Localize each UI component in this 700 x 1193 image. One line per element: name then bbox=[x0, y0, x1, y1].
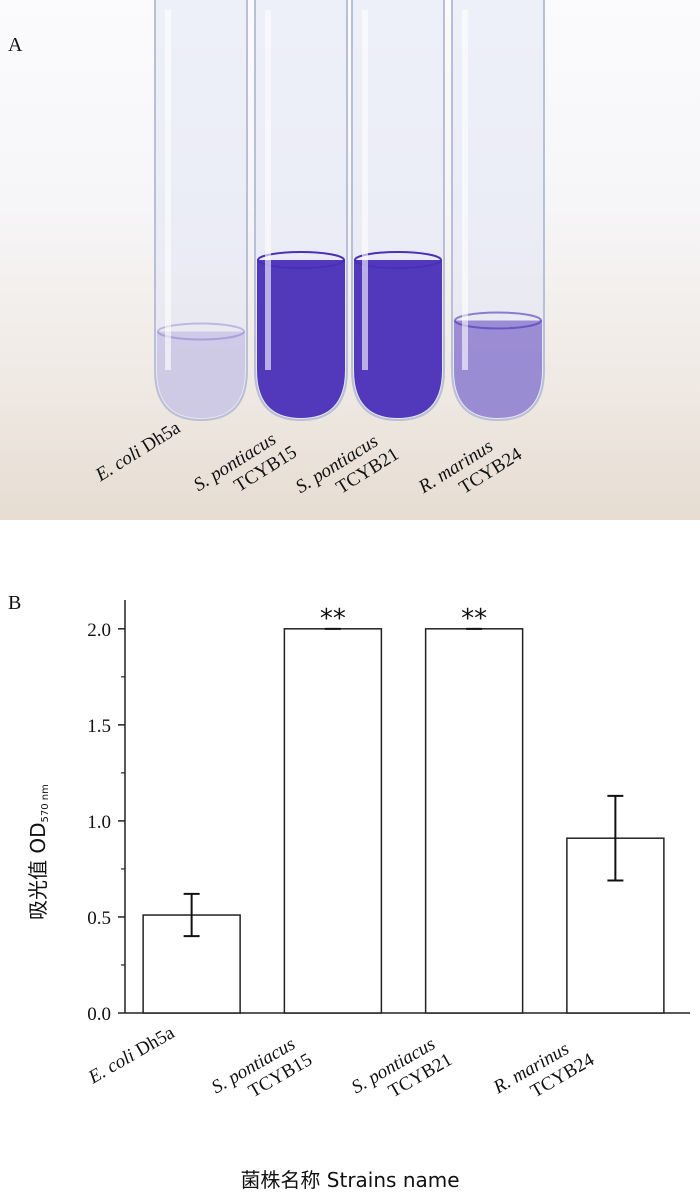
tube-meniscus bbox=[354, 251, 442, 269]
tube-photo bbox=[0, 0, 700, 520]
tube-meniscus bbox=[157, 322, 245, 341]
bar-3 bbox=[424, 628, 524, 1014]
bar-2 bbox=[283, 628, 383, 1014]
tube-meniscus bbox=[454, 311, 542, 330]
y-tick-label: 1.0 bbox=[87, 812, 111, 833]
tube-highlight bbox=[265, 10, 271, 370]
tube-highlight bbox=[165, 10, 171, 370]
panel-label-b: B bbox=[8, 592, 22, 614]
y-tick-label: 2.0 bbox=[87, 620, 111, 641]
x-axis-label: 菌株名称 Strains name bbox=[240, 1168, 460, 1192]
y-tick-label: 1.5 bbox=[87, 716, 111, 737]
y-axis-label-main: 吸光值 OD bbox=[26, 822, 50, 921]
panel-label-a: A bbox=[8, 34, 23, 56]
tube-highlight bbox=[462, 10, 468, 370]
tube-stain bbox=[354, 260, 442, 418]
tube-stain bbox=[157, 331, 245, 418]
tube-highlight bbox=[362, 10, 368, 370]
y-axis-label-sub: 570 nm bbox=[40, 784, 51, 823]
tube-3 bbox=[351, 0, 445, 422]
tube-glass bbox=[451, 0, 545, 422]
chart-canvas: 0.0 0.5 1.0 1.5 2.0 ** ** bbox=[87, 600, 690, 1025]
tube-stain bbox=[257, 260, 345, 418]
od-bar-chart: 0.0 0.5 1.0 1.5 2.0 ** ** 吸光值 OD570 nm 菌株名称 St… bbox=[0, 560, 700, 1192]
tube-glass bbox=[154, 0, 248, 422]
y-tick-label: 0.5 bbox=[87, 908, 111, 929]
tube-2 bbox=[254, 0, 348, 422]
tube-1 bbox=[154, 0, 248, 422]
tube-meniscus bbox=[257, 251, 345, 269]
tube-stain bbox=[454, 320, 542, 418]
tube-illustration bbox=[154, 0, 545, 422]
y-axis-label: 吸光值 OD570 nm bbox=[22, 784, 51, 920]
significance-mark: ** bbox=[320, 604, 346, 634]
significance-mark: ** bbox=[461, 604, 487, 634]
tube-4 bbox=[451, 0, 545, 422]
y-tick-label: 0.0 bbox=[87, 1004, 111, 1025]
